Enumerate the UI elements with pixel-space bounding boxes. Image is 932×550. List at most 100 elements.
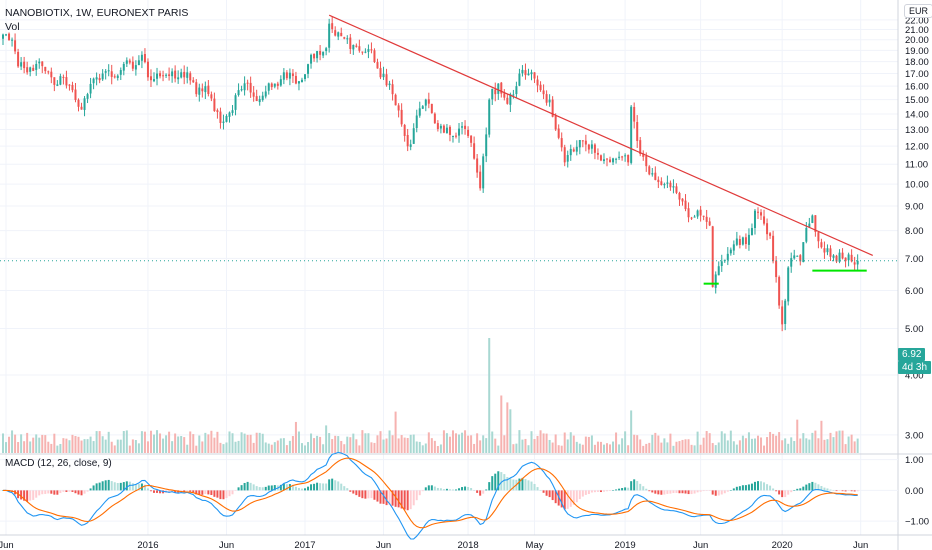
price-tick-label: 12.00: [905, 142, 929, 153]
volume-bar: [116, 439, 119, 453]
volume-bar: [524, 438, 527, 453]
macd-histogram-bar: [760, 481, 763, 491]
currency-button[interactable]: EUR: [904, 4, 932, 18]
candle-body: [376, 62, 379, 69]
macd-histogram-bar: [361, 490, 364, 499]
macd-histogram-bar: [213, 490, 216, 497]
trend-drawings[interactable]: [0, 14, 898, 285]
candle-body: [621, 156, 624, 158]
volume-bar: [581, 444, 584, 453]
candle-body: [832, 255, 835, 258]
candle-body: [177, 77, 180, 80]
macd-tick-label: −1.00: [905, 517, 929, 528]
volume-bar: [300, 443, 303, 453]
macd-histogram-bar: [261, 487, 264, 491]
candle-body: [599, 155, 602, 161]
macd-histogram-bar: [319, 483, 322, 491]
volume-bar: [297, 431, 300, 453]
volume-bar: [122, 431, 125, 453]
macd-histogram-bar: [20, 490, 23, 500]
candle-body: [59, 76, 62, 85]
candle-body: [322, 51, 325, 56]
candle-body: [618, 156, 621, 158]
candle-body: [62, 76, 65, 78]
candle-body: [503, 93, 506, 98]
candle-body: [26, 67, 29, 73]
macd-histogram-bar: [273, 485, 276, 491]
volume-label: Vol: [5, 21, 20, 33]
macd-histogram-bar: [735, 486, 738, 491]
candle-body: [509, 94, 512, 105]
volume-bar: [174, 433, 177, 453]
candle-body: [198, 87, 201, 95]
volume-bar: [162, 438, 165, 453]
macd-histogram-bar: [201, 490, 204, 495]
volume-bar: [769, 431, 772, 453]
volume-bar: [352, 433, 355, 453]
macd-histogram-bar: [159, 490, 162, 494]
macd-histogram-bar: [71, 490, 74, 492]
volume-bar: [394, 411, 397, 453]
macd-histogram-bar: [533, 483, 536, 491]
candle-body: [630, 106, 633, 163]
candle-body: [258, 99, 261, 103]
candle-body: [122, 63, 125, 71]
candle-body: [645, 156, 648, 167]
volume-bar: [799, 438, 802, 453]
volume-bar: [400, 435, 403, 453]
volume-bar: [569, 432, 572, 453]
macd-histogram-bar: [542, 490, 545, 493]
macd-histogram-bar: [624, 487, 627, 491]
volume-bar: [427, 432, 430, 453]
macd-histogram-bar: [285, 484, 288, 491]
candle-body: [684, 200, 687, 210]
macd-histogram-bar: [442, 489, 445, 491]
macd-histogram-bar: [373, 490, 376, 500]
candle-body: [32, 67, 35, 71]
candle-body: [304, 74, 306, 79]
volume-bar: [14, 434, 17, 453]
price-tick-label: 22.00: [905, 15, 929, 26]
volume-bar: [642, 445, 645, 453]
candle-body: [844, 257, 847, 262]
candle-body: [476, 158, 479, 173]
macd-histogram-bar: [270, 485, 273, 491]
macd-histogram-bar: [382, 490, 385, 504]
volume-bar: [624, 431, 627, 453]
candle-body: [850, 254, 853, 262]
macd-histogram-bar: [146, 488, 149, 491]
macd-histogram-bar: [787, 490, 790, 495]
volume-bar: [294, 421, 297, 453]
candle-body: [853, 262, 856, 265]
macd-histogram-bar: [660, 490, 663, 495]
volume-bar: [177, 436, 180, 453]
candle-body: [358, 46, 361, 51]
macd-histogram-bar: [578, 490, 581, 500]
price-tick-label: 14.00: [905, 110, 929, 121]
macd-histogram-bar: [50, 490, 53, 494]
candle-body: [140, 54, 143, 61]
volume-bar: [509, 409, 512, 453]
macd-histogram-bar: [307, 486, 310, 491]
volume-bar: [726, 440, 729, 453]
candle-body: [581, 140, 584, 142]
candle-body: [470, 135, 473, 143]
volume-bar: [802, 433, 805, 453]
volume-bar: [590, 435, 593, 453]
candle-body: [687, 208, 690, 218]
macd-histogram-bar: [415, 490, 418, 501]
macd-histogram-bar: [738, 486, 741, 491]
macd-histogram-bar: [246, 481, 249, 491]
volume-bar: [545, 433, 548, 453]
price-tick-label: 10.00: [905, 180, 929, 191]
candle-body: [515, 86, 518, 95]
volume-bar: [850, 434, 853, 453]
macd-histogram-bar: [766, 484, 769, 491]
macd-histogram-bar: [343, 486, 346, 491]
macd-histogram-bar: [657, 490, 660, 495]
macd-histogram-bar: [47, 490, 50, 494]
macd-histogram-bar: [693, 490, 696, 494]
candle-body: [367, 49, 370, 52]
volume-bar: [32, 437, 35, 453]
